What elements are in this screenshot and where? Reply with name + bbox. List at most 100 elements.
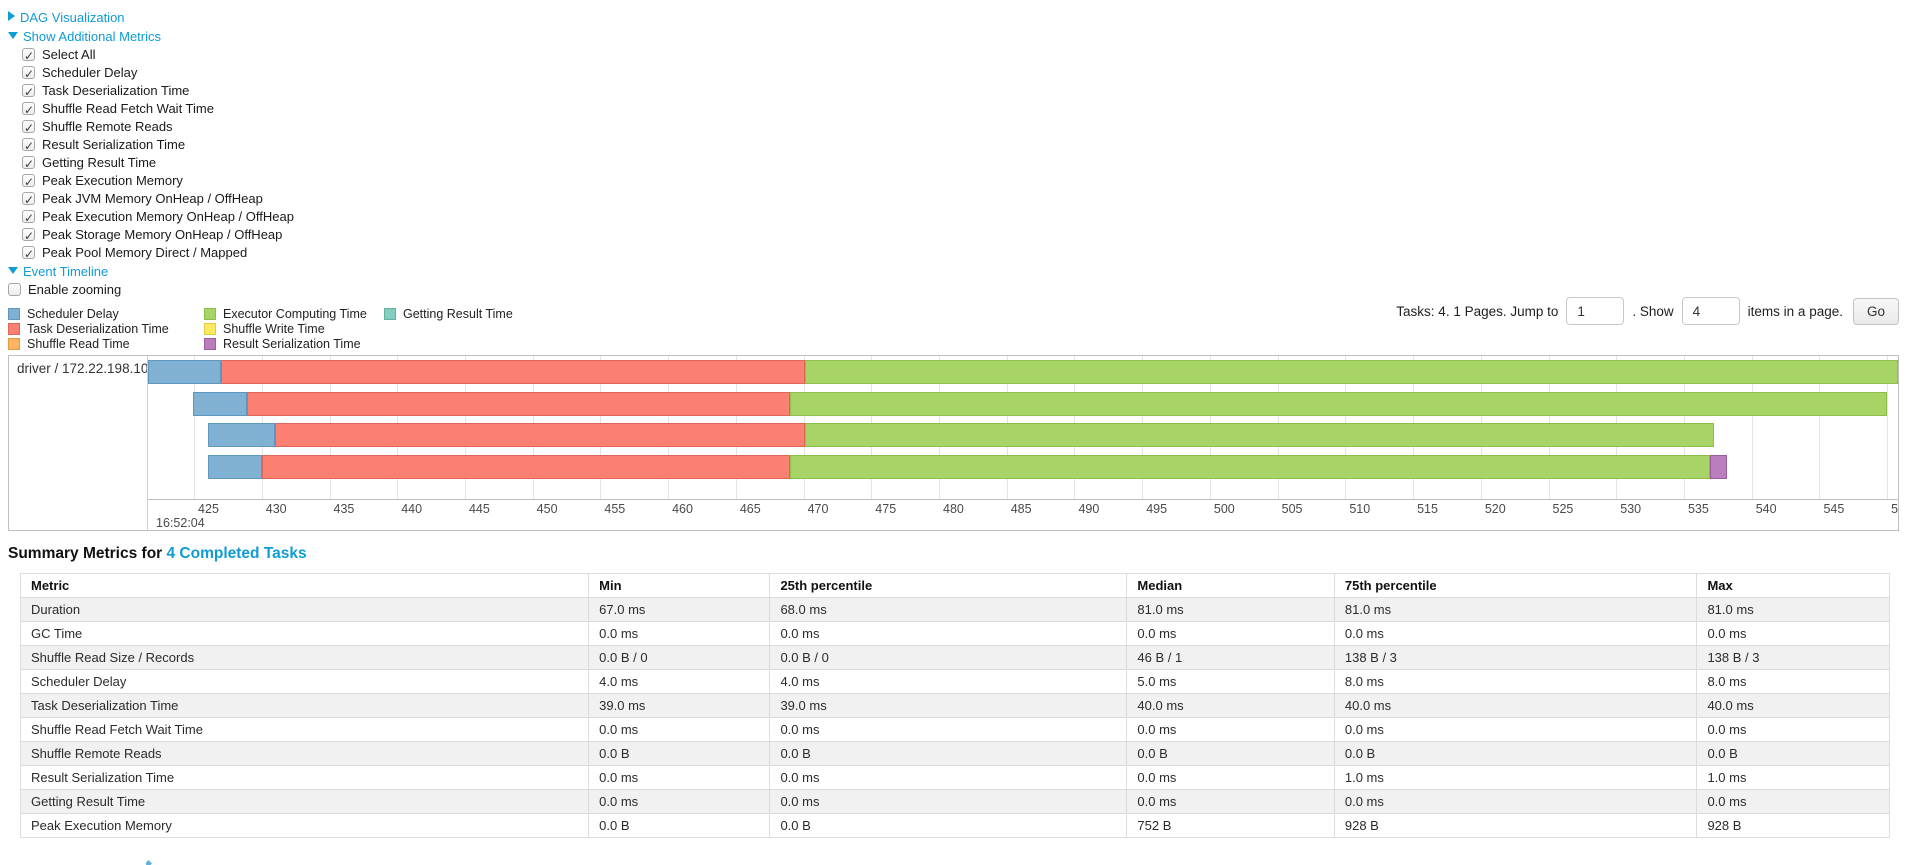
metric-value-cell: 0.0 ms <box>1126 717 1335 742</box>
metric-value-cell: 46 B / 1 <box>1126 645 1335 670</box>
metric-name-cell: Duration <box>19 597 590 622</box>
metric-checkbox[interactable] <box>22 245 35 263</box>
metric-value-cell: 0.0 ms <box>1333 621 1698 646</box>
metric-name-cell: Result Serialization Time <box>19 765 590 790</box>
axis-tick-label: 550 <box>1891 502 1898 516</box>
executor-group-label: driver / 172.22.198.104 <box>17 361 147 376</box>
go-button[interactable]: Go <box>1852 297 1899 325</box>
task-bar-segment-task-deserialization[interactable] <box>246 391 791 416</box>
dag-visualization-link[interactable]: DAG Visualization <box>20 10 125 25</box>
task-bar-segment-executor-computing[interactable] <box>804 360 1898 384</box>
table-row: Shuffle Read Fetch Wait Time 0.0 ms 0.0 ms… <box>19 717 1890 742</box>
task-bar-segment-task-deserialization[interactable] <box>275 423 805 448</box>
metric-value-cell: 0.0 B <box>1126 741 1335 766</box>
axis-tick-label: 425 <box>198 502 219 516</box>
additional-metrics-checkbox-list: Select All Scheduler Delay Task Deserializ… <box>8 46 1899 263</box>
legend-item: Result Serialization Time <box>204 337 384 352</box>
legend-item: Task Deserialization Time <box>8 322 204 337</box>
legend-item: Shuffle Write Time <box>204 322 384 337</box>
task-bar-segment-executor-computing[interactable] <box>790 454 1710 479</box>
axis-tick-label: 500 <box>1213 502 1235 516</box>
metric-name-cell: Shuffle Remote Reads <box>19 741 590 766</box>
metric-value-cell: 0.0 B <box>588 813 771 838</box>
axis-tick-label: 455 <box>604 502 626 516</box>
enable-zooming-checkbox[interactable] <box>8 283 21 296</box>
task-bar-segment-executor-computing[interactable] <box>804 423 1714 448</box>
enable-zooming-label: Enable zooming <box>28 282 122 297</box>
metric-value-cell: 67.0 ms <box>588 597 771 622</box>
metric-checkbox[interactable] <box>22 83 35 101</box>
metric-value-cell: 4.0 ms <box>588 669 771 694</box>
items-per-page-input[interactable] <box>1681 297 1740 325</box>
legend-label: Shuffle Write Time <box>223 322 325 336</box>
task-bar-segment-task-deserialization[interactable] <box>261 454 791 479</box>
metric-value-cell: 0.0 ms <box>1126 621 1335 646</box>
table-row: GC Time 0.0 ms 0.0 ms 0.0 ms 0.0 ms 0.0 ms <box>19 621 1890 646</box>
metric-checkbox-label: Select All <box>42 47 96 62</box>
task-bar-segment-scheduler-delay[interactable] <box>148 360 222 384</box>
summary-column-header: Min <box>588 573 771 598</box>
legend-label: Task Deserialization Time <box>27 322 169 336</box>
task-bar-segment-scheduler-delay[interactable] <box>192 391 247 416</box>
legend-swatch-icon <box>204 323 216 335</box>
axis-tick-label: 495 <box>1146 502 1168 516</box>
summary-column-header: Max <box>1696 573 1890 598</box>
metric-checkbox[interactable] <box>22 155 35 173</box>
axis-gridline <box>1887 356 1889 499</box>
metric-value-cell: 0.0 ms <box>588 765 771 790</box>
metric-checkbox-item: Peak Storage Memory OnHeap / OffHeap <box>22 226 1899 245</box>
summary-column-header: 25th percentile <box>769 573 1128 598</box>
metric-checkbox[interactable] <box>22 119 35 137</box>
task-bar-segment-executor-computing[interactable] <box>790 391 1888 416</box>
event-timeline-link[interactable]: Event Timeline <box>23 264 109 279</box>
completed-tasks-link[interactable]: 4 Completed Tasks <box>166 545 307 562</box>
task-bar-segment-scheduler-delay[interactable] <box>207 454 262 479</box>
axis-tick-label: 535 <box>1687 502 1709 516</box>
jump-to-page-input[interactable] <box>1566 297 1625 325</box>
axis-tick-label: 465 <box>739 502 761 516</box>
table-row: Getting Result Time 0.0 ms 0.0 ms 0.0 ms 0.0… <box>19 789 1890 814</box>
metric-checkbox-label: Task Deserialization Time <box>42 83 190 98</box>
metric-value-cell: 81.0 ms <box>1126 597 1335 622</box>
metric-checkbox[interactable] <box>22 173 35 191</box>
metric-checkbox[interactable] <box>22 191 35 209</box>
axis-tick-label: 430 <box>265 502 287 516</box>
task-bar-segment-scheduler-delay[interactable] <box>207 423 276 448</box>
summary-metrics-table: Metric Min 25th percentile Median 75th perce… <box>19 573 1890 838</box>
metric-value-cell: 928 B <box>1333 813 1698 838</box>
metric-checkbox[interactable] <box>22 47 35 65</box>
dag-visualization-toggle[interactable]: DAG Visualization <box>8 8 1899 27</box>
table-row: Peak Execution Memory 0.0 B 0.0 B 752 B 928 … <box>19 813 1890 838</box>
task-bar-segment-result-serialization[interactable] <box>1709 454 1728 479</box>
metric-checkbox-label: Getting Result Time <box>42 155 157 170</box>
metric-value-cell: 928 B <box>1696 813 1890 838</box>
axis-tick-label: 540 <box>1755 502 1777 516</box>
metric-checkbox-item: Shuffle Remote Reads <box>22 118 1899 137</box>
metric-value-cell: 81.0 ms <box>1333 597 1698 622</box>
metric-checkbox[interactable] <box>22 101 35 119</box>
axis-tick-label: 505 <box>1281 502 1303 516</box>
summary-metrics-title: Summary Metrics for 4 Completed Tasks <box>8 545 1899 563</box>
task-bar-segment-task-deserialization[interactable] <box>221 360 805 384</box>
metric-checkbox[interactable] <box>22 65 35 83</box>
event-timeline-toggle[interactable]: Event Timeline <box>8 262 1899 281</box>
metric-value-cell: 0.0 ms <box>769 621 1128 646</box>
chevron-down-icon <box>8 267 18 274</box>
metric-checkbox[interactable] <box>22 209 35 227</box>
metric-checkbox-label: Peak Storage Memory OnHeap / OffHeap <box>42 227 283 242</box>
legend-swatch-icon <box>204 338 216 350</box>
metric-checkbox-item: Getting Result Time <box>22 154 1899 173</box>
metric-value-cell: 138 B / 3 <box>1333 645 1698 670</box>
legend-swatch-icon <box>8 338 20 350</box>
axis-tick-label: 435 <box>333 502 355 516</box>
show-additional-metrics-toggle[interactable]: Show Additional Metrics <box>8 27 1899 46</box>
table-row: Scheduler Delay 4.0 ms 4.0 ms 5.0 ms 8.0 ms 8… <box>19 669 1890 694</box>
timeline-bar-area <box>148 356 1898 500</box>
table-row: Shuffle Remote Reads 0.0 B 0.0 B 0.0 B 0.0 B… <box>19 741 1890 766</box>
show-additional-metrics-link[interactable]: Show Additional Metrics <box>23 29 162 44</box>
metric-value-cell: 1.0 ms <box>1333 765 1698 790</box>
metric-checkbox-item: Result Serialization Time <box>22 136 1899 155</box>
metric-checkbox[interactable] <box>22 227 35 245</box>
metric-checkbox[interactable] <box>22 137 35 155</box>
summary-column-header: Median <box>1126 573 1335 598</box>
